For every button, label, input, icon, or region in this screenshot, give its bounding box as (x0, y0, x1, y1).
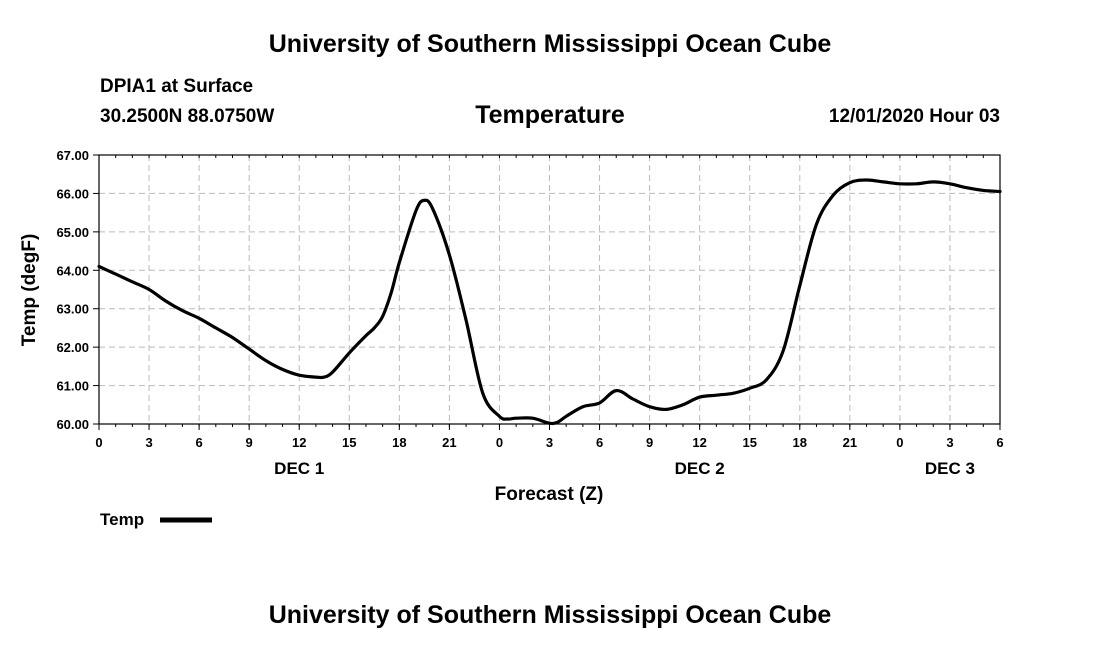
station-coordinates: 30.2500N 88.0750W (100, 106, 275, 127)
x-tick-label: 12 (692, 435, 706, 450)
x-tick-label: 6 (596, 435, 603, 450)
series-layer (97, 178, 1002, 426)
day-label: DEC 2 (675, 459, 725, 478)
x-tick-label: 0 (496, 435, 503, 450)
page-title: University of Southern Mississippi Ocean… (268, 30, 832, 58)
y-tick-label: 63.00 (56, 302, 89, 317)
run-time: 12/01/2020 Hour 03 (828, 106, 1000, 127)
y-tick-label: 67.00 (56, 148, 89, 163)
station-name: DPIA1 at Surface (100, 76, 254, 97)
y-tick-label: 64.00 (56, 263, 89, 278)
x-tick-label: 21 (442, 435, 456, 450)
x-tick-label: 3 (546, 435, 553, 450)
y-tick-label: 61.00 (56, 379, 89, 394)
x-axis-ticks: 0 3 6 9 12 15 18 21 0 3 6 9 12 15 18 21 0 3 6 (95, 155, 1004, 450)
x-tick-label: 9 (246, 435, 253, 450)
chart-title: Temperature (475, 101, 625, 129)
x-tick-label: 0 (95, 435, 102, 450)
y-axis-ticks: 60.00 61.00 62.00 63.00 64.00 65.00 66.00 67.00 (56, 148, 99, 432)
x-tick-label: 3 (946, 435, 953, 450)
x-tick-label: 9 (646, 435, 653, 450)
y-tick-label: 66.00 (56, 186, 89, 201)
x-tick-label: 21 (843, 435, 857, 450)
grid-layer (99, 155, 1000, 424)
x-tick-label: 3 (145, 435, 152, 450)
x-axis-label: Forecast (Z) (495, 484, 604, 505)
x-tick-label: 6 (996, 435, 1003, 450)
x-tick-label: 15 (742, 435, 756, 450)
x-tick-label: 0 (896, 435, 903, 450)
legend-label: Temp (100, 510, 144, 529)
day-labels: DEC 1 DEC 2 DEC 3 (274, 459, 975, 478)
x-tick-label: 12 (292, 435, 306, 450)
y-tick-label: 60.00 (56, 417, 89, 432)
footer-title: University of Southern Mississippi Ocean… (268, 601, 832, 629)
y-tick-label: 65.00 (56, 225, 89, 240)
day-label: DEC 1 (274, 459, 324, 478)
y-tick-label: 62.00 (56, 340, 89, 355)
x-tick-label: 15 (342, 435, 356, 450)
y-axis-label: Temp (degF) (19, 234, 40, 347)
day-label: DEC 3 (925, 459, 975, 478)
series-line-temp (97, 178, 1002, 426)
x-tick-label: 18 (793, 435, 807, 450)
x-tick-label: 6 (195, 435, 202, 450)
x-tick-label: 18 (392, 435, 406, 450)
